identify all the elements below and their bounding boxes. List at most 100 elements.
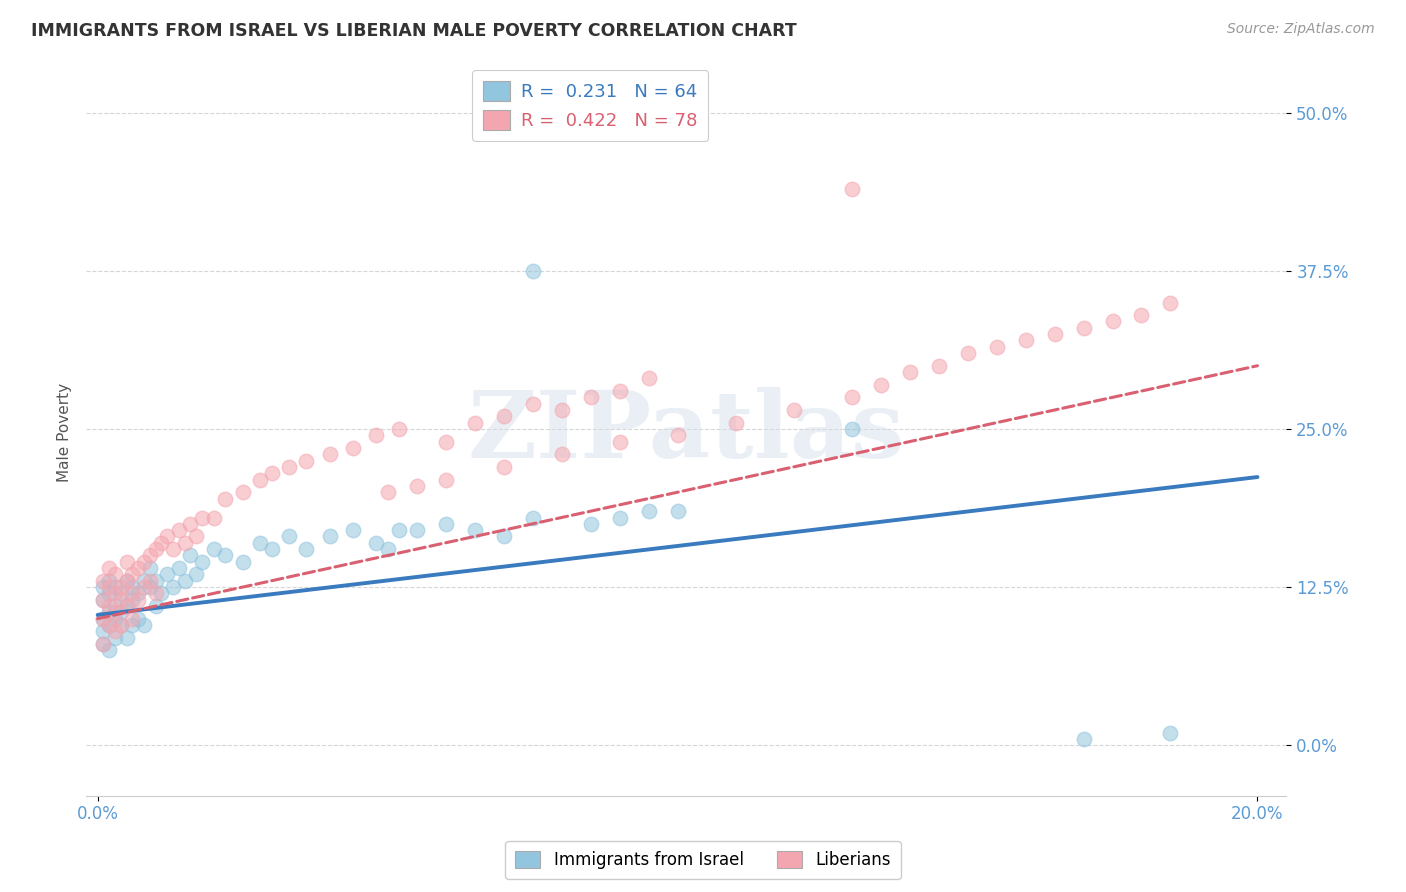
Point bbox=[434, 434, 457, 449]
Point bbox=[115, 574, 138, 588]
Point bbox=[98, 643, 121, 657]
Point bbox=[202, 510, 225, 524]
Point bbox=[115, 599, 138, 613]
Point bbox=[167, 561, 190, 575]
Point bbox=[104, 612, 127, 626]
Point bbox=[150, 536, 173, 550]
Point bbox=[609, 510, 631, 524]
Point bbox=[434, 516, 457, 531]
Point bbox=[232, 555, 254, 569]
Point bbox=[609, 384, 631, 398]
Point bbox=[98, 599, 121, 613]
Point bbox=[342, 523, 364, 537]
Legend: R =  0.231   N = 64, R =  0.422   N = 78: R = 0.231 N = 64, R = 0.422 N = 78 bbox=[472, 70, 709, 141]
Point bbox=[1043, 327, 1066, 342]
Legend: Immigrants from Israel, Liberians: Immigrants from Israel, Liberians bbox=[505, 841, 901, 880]
Point bbox=[93, 574, 115, 588]
Point bbox=[121, 586, 143, 600]
Point bbox=[928, 359, 950, 373]
Point bbox=[579, 516, 602, 531]
Point bbox=[318, 529, 340, 543]
Point bbox=[637, 504, 659, 518]
Point bbox=[110, 618, 132, 632]
Point bbox=[179, 516, 201, 531]
Point bbox=[550, 447, 572, 461]
Point bbox=[364, 536, 387, 550]
Point bbox=[232, 485, 254, 500]
Point bbox=[145, 586, 167, 600]
Point bbox=[434, 473, 457, 487]
Text: ZIPatlas: ZIPatlas bbox=[468, 387, 905, 477]
Point bbox=[202, 542, 225, 557]
Point bbox=[110, 586, 132, 600]
Point bbox=[93, 624, 115, 639]
Point bbox=[98, 574, 121, 588]
Text: IMMIGRANTS FROM ISRAEL VS LIBERIAN MALE POVERTY CORRELATION CHART: IMMIGRANTS FROM ISRAEL VS LIBERIAN MALE … bbox=[31, 22, 797, 40]
Point bbox=[145, 542, 167, 557]
Point bbox=[342, 441, 364, 455]
Point bbox=[173, 536, 195, 550]
Point bbox=[139, 580, 162, 594]
Text: Source: ZipAtlas.com: Source: ZipAtlas.com bbox=[1227, 22, 1375, 37]
Point bbox=[104, 606, 127, 620]
Y-axis label: Male Poverty: Male Poverty bbox=[58, 383, 72, 482]
Point bbox=[98, 618, 121, 632]
Point bbox=[724, 416, 747, 430]
Point bbox=[167, 523, 190, 537]
Point bbox=[841, 422, 863, 436]
Point bbox=[666, 504, 689, 518]
Point bbox=[464, 523, 486, 537]
Point bbox=[93, 612, 115, 626]
Point bbox=[104, 567, 127, 582]
Point bbox=[93, 612, 115, 626]
Point bbox=[841, 182, 863, 196]
Point bbox=[127, 592, 149, 607]
Point bbox=[492, 409, 515, 424]
Point bbox=[191, 510, 214, 524]
Point bbox=[609, 434, 631, 449]
Point bbox=[110, 592, 132, 607]
Point bbox=[278, 529, 301, 543]
Point bbox=[377, 485, 399, 500]
Point bbox=[841, 390, 863, 404]
Point bbox=[98, 606, 121, 620]
Point bbox=[121, 612, 143, 626]
Point bbox=[186, 529, 208, 543]
Point bbox=[127, 612, 149, 626]
Point bbox=[104, 631, 127, 645]
Point bbox=[150, 586, 173, 600]
Point bbox=[377, 542, 399, 557]
Point bbox=[179, 549, 201, 563]
Point bbox=[127, 561, 149, 575]
Point bbox=[405, 523, 427, 537]
Point bbox=[278, 459, 301, 474]
Point bbox=[492, 459, 515, 474]
Point bbox=[139, 574, 162, 588]
Point bbox=[115, 631, 138, 645]
Point bbox=[249, 536, 271, 550]
Point bbox=[1014, 334, 1036, 348]
Point bbox=[115, 555, 138, 569]
Point bbox=[139, 549, 162, 563]
Point bbox=[1101, 314, 1123, 328]
Point bbox=[156, 567, 179, 582]
Point bbox=[110, 606, 132, 620]
Point bbox=[121, 618, 143, 632]
Point bbox=[162, 542, 184, 557]
Point bbox=[522, 397, 544, 411]
Point bbox=[782, 403, 804, 417]
Point bbox=[173, 574, 195, 588]
Point bbox=[579, 390, 602, 404]
Point bbox=[93, 580, 115, 594]
Point bbox=[464, 416, 486, 430]
Point bbox=[127, 586, 149, 600]
Point bbox=[986, 340, 1008, 354]
Point bbox=[522, 510, 544, 524]
Point bbox=[110, 618, 132, 632]
Point bbox=[104, 599, 127, 613]
Point bbox=[550, 403, 572, 417]
Point bbox=[1073, 320, 1095, 334]
Point bbox=[956, 346, 979, 360]
Point bbox=[295, 542, 318, 557]
Point bbox=[492, 529, 515, 543]
